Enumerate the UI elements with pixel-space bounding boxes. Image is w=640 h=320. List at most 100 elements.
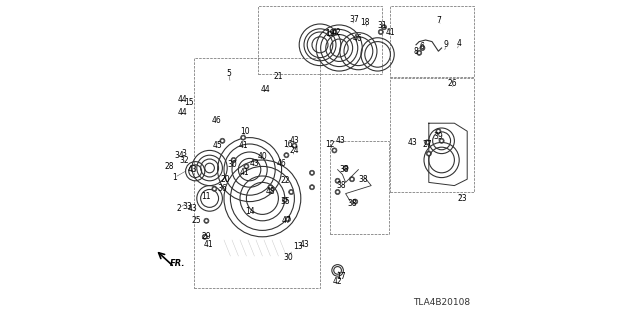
Text: FR.: FR. [170,260,186,268]
Text: 10: 10 [240,127,250,136]
Circle shape [231,157,236,163]
Text: 47: 47 [282,216,291,225]
Text: 11: 11 [202,192,211,201]
Text: 1: 1 [172,173,177,182]
Circle shape [284,153,289,158]
Circle shape [421,47,424,49]
Circle shape [204,218,209,223]
Circle shape [310,170,315,175]
Text: 41: 41 [240,168,250,177]
Text: 41: 41 [385,28,396,36]
Circle shape [282,197,287,203]
Text: 18: 18 [360,18,369,27]
Bar [390,6,474,77]
Text: 31: 31 [378,21,387,30]
Circle shape [383,26,385,28]
Bar [390,78,474,192]
Circle shape [420,45,425,51]
Circle shape [310,185,315,190]
Text: 21: 21 [274,72,283,81]
Circle shape [332,148,337,153]
Circle shape [337,180,339,182]
Circle shape [335,189,340,195]
Text: 38: 38 [339,165,349,174]
Text: 41: 41 [203,240,213,249]
Circle shape [439,138,444,143]
Circle shape [202,234,207,239]
Text: 22: 22 [280,176,289,185]
Text: 30: 30 [283,253,293,262]
Text: 44: 44 [260,85,271,94]
Text: 27: 27 [422,140,432,148]
Text: 46: 46 [353,34,363,43]
Text: 5: 5 [227,69,231,78]
Circle shape [285,217,291,222]
Circle shape [426,141,429,144]
Circle shape [269,186,271,188]
Text: 33: 33 [182,202,192,211]
Circle shape [333,31,335,33]
Text: 44: 44 [177,108,188,116]
Circle shape [292,143,297,148]
Text: 48: 48 [266,188,275,196]
Text: 42: 42 [333,277,342,286]
Circle shape [327,31,332,36]
Text: 4: 4 [457,39,461,48]
Circle shape [232,159,235,161]
Text: 42: 42 [332,28,342,36]
Text: 28: 28 [165,162,174,171]
Circle shape [418,52,420,54]
Circle shape [293,144,296,147]
Circle shape [380,31,382,33]
Text: 34: 34 [174,151,184,160]
Circle shape [242,136,244,139]
Circle shape [351,178,353,180]
Text: 32: 32 [179,156,189,164]
Text: 19: 19 [324,29,335,38]
Text: 45: 45 [212,141,223,150]
Text: 43: 43 [250,159,259,168]
Text: 38: 38 [358,175,368,184]
Circle shape [353,199,358,204]
Circle shape [213,188,216,190]
Text: 43: 43 [336,136,346,145]
Circle shape [241,135,246,140]
Circle shape [311,186,314,188]
Circle shape [333,149,335,152]
Circle shape [354,200,356,203]
Text: 16: 16 [283,140,293,148]
Circle shape [425,140,430,145]
Circle shape [284,199,286,201]
Bar [193,58,320,288]
Text: TLA4B20108: TLA4B20108 [413,298,470,307]
Text: 37: 37 [349,15,360,24]
Circle shape [378,29,383,35]
Text: 43: 43 [408,138,418,147]
Text: 36: 36 [218,184,227,193]
Circle shape [335,178,340,183]
Text: 43: 43 [187,204,197,212]
Circle shape [220,138,225,143]
Circle shape [205,220,207,222]
Text: 38: 38 [347,199,357,208]
Text: 7: 7 [436,16,441,25]
Text: 9: 9 [444,40,449,49]
Circle shape [245,165,248,168]
Circle shape [343,165,348,171]
Circle shape [337,191,339,193]
Text: 17: 17 [336,272,346,281]
Text: 14: 14 [244,207,255,216]
Text: 40: 40 [257,152,268,161]
Text: 15: 15 [184,98,194,107]
Text: 25: 25 [192,216,202,225]
Text: 8: 8 [413,47,419,56]
Text: 26: 26 [448,79,458,88]
Text: 43: 43 [187,165,197,174]
Circle shape [290,191,292,193]
Text: 43: 43 [289,136,300,145]
Circle shape [417,50,422,55]
Circle shape [381,25,387,30]
Text: 2: 2 [177,204,182,212]
Text: 39: 39 [433,132,444,140]
Text: 12: 12 [325,140,334,148]
